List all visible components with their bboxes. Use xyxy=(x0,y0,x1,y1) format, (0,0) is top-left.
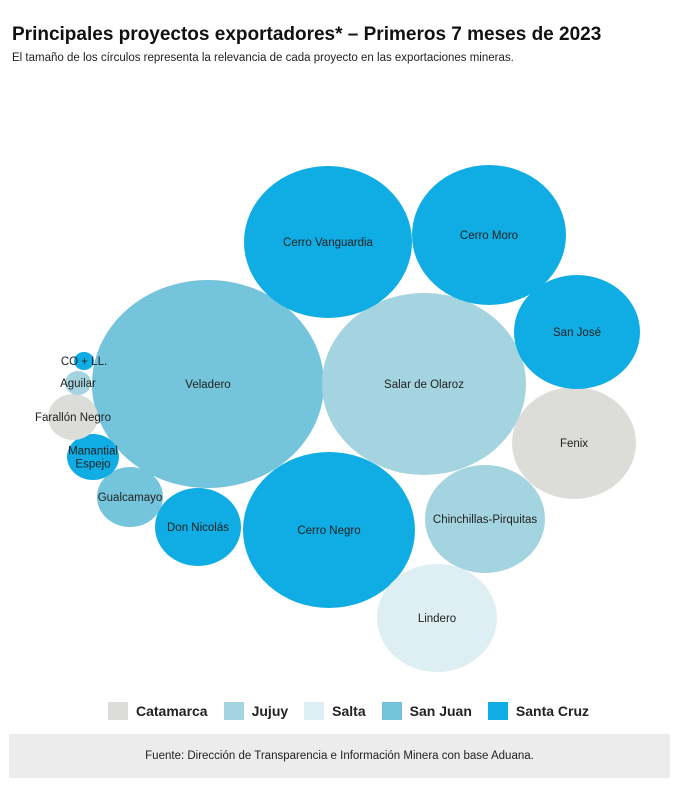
bubble-farallon-negro xyxy=(48,394,98,440)
bubble-label-co-ll: CO + LL. xyxy=(61,356,107,368)
bubble-label-san-jose: San José xyxy=(553,327,601,339)
legend-label-santa-cruz: Santa Cruz xyxy=(515,703,590,719)
bubble-label-lindero: Lindero xyxy=(418,613,456,625)
legend-item-san-juan: San Juan xyxy=(381,702,472,720)
legend-item-catamarca: Catamarca xyxy=(107,702,208,720)
source-text: Fuente: Dirección de Transparencia e Inf… xyxy=(145,750,534,762)
bubble-label-cerro-vanguardia: Cerro Vanguardia xyxy=(283,237,374,249)
bubble-san-jose xyxy=(514,275,640,389)
bubble-cerro-moro xyxy=(412,165,566,305)
legend-swatch-catamarca xyxy=(107,702,128,720)
legend-swatch-santa-cruz xyxy=(487,702,508,720)
bubble-gualcamayo xyxy=(97,467,163,527)
legend-label-san-juan: San Juan xyxy=(409,703,472,719)
bubble-cerro-negro xyxy=(243,452,415,608)
bubble-label-don-nicolas: Don Nicolás xyxy=(167,522,229,534)
bubble-chart: Veladero Salar de Olaroz Cerro Negro Cerro … xyxy=(35,165,640,672)
bubble-fenix xyxy=(512,387,636,499)
bubble-label-gualcamayo: Gualcamayo xyxy=(98,492,163,504)
bubble-manantial-espejo xyxy=(67,434,119,480)
chart-subtitle: El tamaño de los círculos representa la … xyxy=(12,52,514,64)
bubble-label-chinchillas-pirquitas: Chinchillas-Pirquitas xyxy=(433,514,537,526)
bubble-aguilar xyxy=(65,371,91,395)
bubble-label-farallon-negro: Farallón Negro xyxy=(35,412,111,424)
bubble-chinchillas-pirquitas xyxy=(425,465,545,573)
legend-item-santa-cruz: Santa Cruz xyxy=(487,702,590,720)
bubble-co-ll xyxy=(74,352,94,370)
bubble-cerro-vanguardia xyxy=(244,166,412,318)
legend-item-salta: Salta xyxy=(304,702,366,720)
bubble-label-cerro-moro: Cerro Moro xyxy=(460,230,518,242)
bubble-label-cerro-negro: Cerro Negro xyxy=(297,525,360,537)
legend-label-jujuy: Jujuy xyxy=(251,703,289,719)
bubble-label-manantial-espejo: Manantial Espejo xyxy=(68,446,118,471)
legend-swatch-san-juan xyxy=(381,702,402,720)
source-box: Fuente: Dirección de Transparencia e Inf… xyxy=(9,734,670,778)
legend-label-salta: Salta xyxy=(332,703,366,719)
bubble-don-nicolas xyxy=(155,488,241,566)
bubble-label-aguilar: Aguilar xyxy=(60,378,96,390)
legend-swatch-jujuy xyxy=(223,702,244,720)
bubble-label-veladero: Veladero xyxy=(185,379,230,391)
bubble-lindero xyxy=(377,564,497,672)
chart-title: Principales proyectos exportadores* – Pr… xyxy=(12,24,602,45)
bubble-label-fenix: Fenix xyxy=(560,438,588,450)
legend-swatch-salta xyxy=(304,702,325,720)
legend-label-catamarca: Catamarca xyxy=(135,703,208,719)
bubble-veladero xyxy=(92,280,324,488)
bubble-salar-de-olaroz xyxy=(322,293,526,475)
legend-item-jujuy: Jujuy xyxy=(223,702,289,720)
bubble-label-salar-de-olaroz: Salar de Olaroz xyxy=(384,379,464,391)
legend: Catamarca Jujuy Salta San Juan Santa Cruz xyxy=(0,702,697,720)
